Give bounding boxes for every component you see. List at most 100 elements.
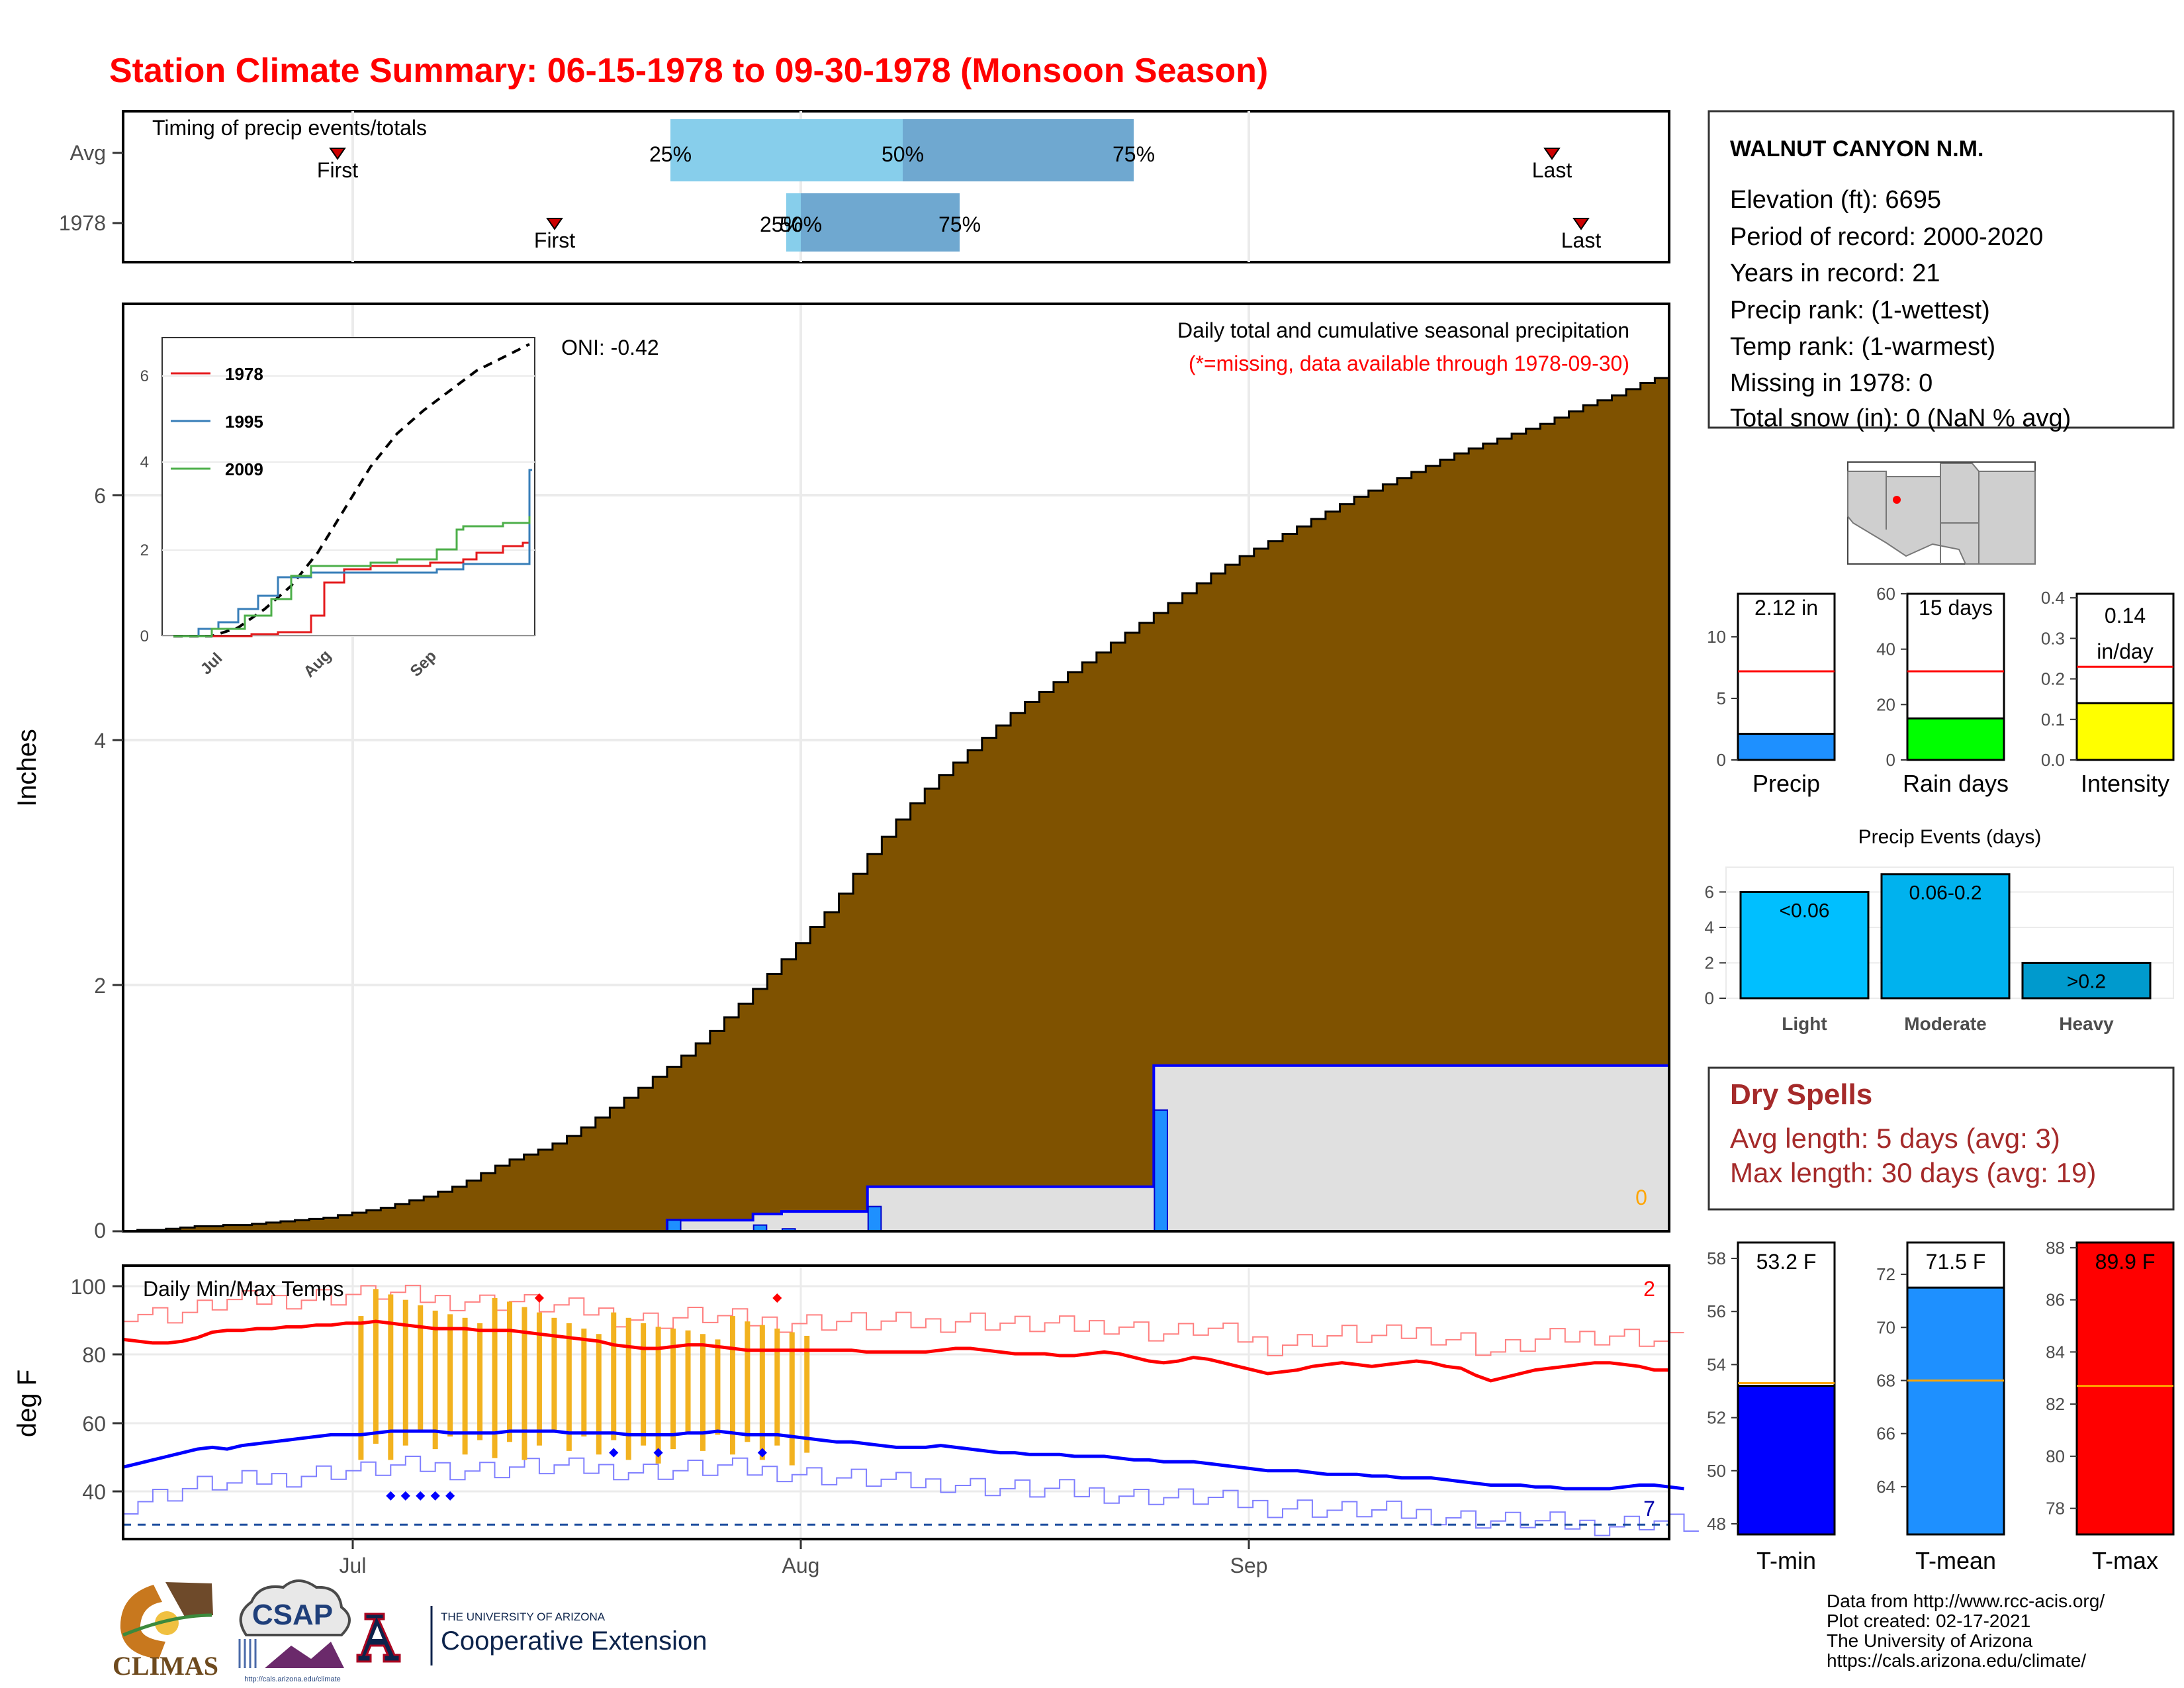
avg-pct25-label: 25%: [649, 142, 692, 166]
yr-50-75-bar: [801, 193, 960, 252]
precip-annot-missing: (*=missing, data available through 1978-…: [1189, 352, 1629, 375]
ua-text-small: THE UNIVERSITY OF ARIZONA: [441, 1611, 606, 1623]
record-high-count: 2: [1643, 1277, 1655, 1301]
avg-50-75-bar: [903, 119, 1134, 181]
footer-line: Plot created: 02-17-2021: [1827, 1611, 2030, 1631]
daily-temp-range-bar: [804, 1335, 810, 1453]
inset-ytick: 2: [140, 541, 149, 559]
station-line: Total snow (in): 0 (NaN % avg): [1730, 404, 2071, 432]
daily-temp-range-bar: [507, 1301, 512, 1442]
avg-last-marker: [1543, 148, 1561, 160]
daily-temp-range-bar: [685, 1330, 691, 1433]
avg-first-marker: [329, 148, 346, 160]
dry-spells-box: Dry Spells Avg length: 5 days (avg: 3) M…: [1707, 1066, 2175, 1211]
ua-text-big: Cooperative Extension: [441, 1626, 707, 1656]
footer-line: https://cals.arizona.edu/climate/: [1827, 1650, 2086, 1671]
temp-bar-ytick: 64: [1876, 1477, 1895, 1497]
station-line: Elevation (ft): 6695: [1730, 186, 1941, 214]
temp-bar-ytick: 58: [1707, 1248, 1726, 1268]
dry-spells-max: Max length: 30 days (avg: 19): [1730, 1157, 2096, 1188]
temp-bar-value-label: 89.9 F: [2095, 1250, 2156, 1274]
temp-bar-ytick: 78: [2046, 1499, 2065, 1519]
precip-ylabel: Inches: [13, 729, 42, 807]
footer-line: Data from http://www.rcc-acis.org/: [1827, 1591, 2105, 1611]
xtick-label: Sep: [1230, 1554, 1268, 1577]
daily-temp-range-bar: [759, 1325, 765, 1460]
daily-temp-range-bar: [641, 1323, 647, 1446]
yr-pct75-label: 75%: [938, 212, 981, 236]
temp-bar-ytick: 82: [2046, 1394, 2065, 1414]
daily-temp-range-bar: [388, 1294, 394, 1460]
avg-min-line: [122, 1429, 1684, 1491]
daily-temp-range-bar: [402, 1299, 408, 1446]
temp-bar-ytick: 54: [1707, 1354, 1726, 1374]
temp-label: Daily Min/Max Temps: [143, 1277, 343, 1301]
record-high-marker: [534, 1293, 544, 1303]
daily-temp-range-bar: [581, 1329, 587, 1437]
precip-ytick: 0: [94, 1219, 106, 1243]
daily-temp-range-bar: [492, 1297, 498, 1458]
mini-bar-value: [1906, 717, 2005, 761]
page-title: Station Climate Summary: 06-15-1978 to 0…: [109, 52, 1268, 90]
dry-spells-avg: Avg length: 5 days (avg: 3): [1730, 1123, 2060, 1154]
csap-text: CSAP: [252, 1599, 333, 1631]
temp-bar-ytick: 72: [1876, 1264, 1895, 1284]
locator-map: [1847, 461, 2036, 565]
events-bar-label: Heavy: [2059, 1013, 2114, 1034]
daily-temp-range-bar: [447, 1314, 453, 1437]
temp-bar-value-label: 53.2 F: [1756, 1250, 1817, 1274]
daily-temp-range-bar: [566, 1323, 572, 1451]
mini-bar-label: Intensity: [2081, 770, 2169, 797]
daily-temp-range-bar: [700, 1334, 705, 1451]
mini-bar-ytick: 0: [1717, 750, 1726, 770]
record-min-line: [123, 1456, 1699, 1536]
temp-bar-ytick: 66: [1876, 1424, 1895, 1444]
daily-temp-range-bar: [373, 1289, 379, 1444]
temp-bar-ytick: 56: [1707, 1301, 1726, 1321]
daily-temp-range-bar: [358, 1316, 364, 1460]
mini-bar-value-label: 0.14: [2105, 604, 2146, 628]
temp-bar-value: [2075, 1241, 2175, 1536]
avg-pct50-label: 50%: [882, 142, 924, 166]
events-ytick: 4: [1705, 917, 1714, 937]
yr-pct25-label: 25%: [760, 212, 802, 236]
temp-ytick: 80: [82, 1343, 106, 1367]
temp-bar-label: T-mean: [1915, 1547, 1996, 1574]
inset-legend-label: 1978: [225, 364, 263, 384]
mini-bar-value: [1737, 733, 1836, 761]
yr-first-marker: [546, 218, 563, 230]
timing-row-1978: 1978: [59, 211, 106, 235]
temp-bar-ytick: 88: [2046, 1238, 2065, 1258]
events-bar-text: 0.06-0.2: [1909, 882, 1981, 904]
avg-first-label: First: [317, 158, 358, 182]
mini-bar-ytick: 60: [1876, 584, 1895, 604]
xtick-label: Jul: [340, 1554, 367, 1577]
avg-last-label: Last: [1532, 158, 1572, 182]
precip-y-axis: 0 2 4 6: [94, 484, 106, 1243]
temp-ytick: 40: [82, 1480, 106, 1504]
daily-temp-range-bar: [462, 1317, 468, 1455]
mini-bar-ytick: 40: [1876, 639, 1895, 659]
map-state-shapes: [1847, 463, 2036, 565]
temp-bar-label: T-max: [2092, 1547, 2158, 1574]
events-title: Precip Events (days): [1858, 826, 2042, 848]
record-high-marker: [772, 1293, 782, 1303]
temp-bar-ytick: 68: [1876, 1370, 1895, 1390]
daily-temp-range-bar: [536, 1312, 542, 1446]
inset-avg-cumulative-line: [173, 343, 530, 637]
events-ytick: 0: [1705, 988, 1714, 1008]
mini-bar-ytick: 10: [1707, 627, 1726, 647]
timing-label: Timing of precip events/totals: [152, 116, 427, 140]
temp-bar-value-label: 71.5 F: [1926, 1250, 1986, 1274]
xtick-label: Aug: [782, 1554, 820, 1577]
station-location-dot: [1893, 496, 1901, 504]
mini-bar-ytick: 0.0: [2041, 750, 2065, 770]
yr-pct50-label: 50%: [780, 212, 822, 236]
daily-temp-range-bar: [432, 1310, 438, 1450]
timing-row-avg: Avg: [69, 141, 106, 165]
oni-value: ONI: -0.42: [561, 336, 659, 359]
precip-panel: 0 2 4 6 Inches Daily total and cumulativ…: [13, 303, 1670, 1243]
dry-spells-title: Dry Spells: [1730, 1078, 1872, 1111]
avg-cumulative-outline: [123, 377, 1669, 1233]
inset-ytick: 6: [140, 367, 149, 385]
